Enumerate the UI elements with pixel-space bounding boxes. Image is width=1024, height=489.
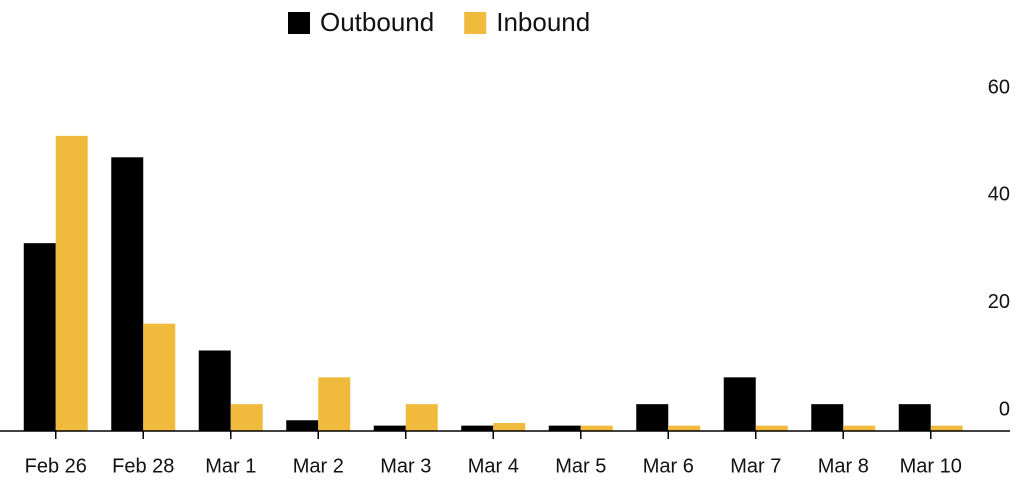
bar [405, 404, 438, 431]
y-tick-label: 0 [999, 398, 1010, 420]
x-tick-label: Mar 6 [643, 455, 694, 477]
legend-label: Outbound [320, 7, 434, 37]
bar [461, 425, 494, 431]
bar [723, 377, 756, 431]
y-tick-label: 60 [988, 76, 1010, 98]
bar [668, 425, 701, 431]
bar [373, 425, 406, 431]
legend-swatch [464, 12, 487, 34]
legend-label: Inbound [496, 7, 590, 37]
bar [580, 425, 613, 431]
x-tick-label: Feb 26 [25, 455, 87, 477]
x-tick-label: Feb 28 [112, 455, 174, 477]
bar [843, 425, 876, 431]
x-tick-label: Mar 4 [468, 455, 519, 477]
bar [811, 404, 844, 431]
x-tick-label: Mar 1 [205, 455, 256, 477]
bar [898, 404, 931, 431]
x-tick-label: Mar 3 [380, 455, 431, 477]
x-tick-label: Mar 10 [900, 455, 962, 477]
bar [755, 425, 788, 431]
x-tick-label: Mar 7 [730, 455, 781, 477]
y-tick-label: 20 [988, 291, 1010, 313]
y-tick-label: 40 [988, 184, 1010, 206]
bar [198, 350, 231, 431]
legend-swatch [288, 12, 310, 34]
bar [636, 404, 669, 431]
bar [286, 420, 319, 431]
x-tick-label: Mar 5 [555, 455, 606, 477]
bar [143, 323, 176, 431]
bar [930, 425, 963, 431]
bar [111, 157, 144, 432]
bar [55, 135, 88, 432]
bar [230, 404, 263, 431]
x-tick-label: Mar 2 [293, 455, 344, 477]
x-tick-label: Mar 8 [818, 455, 869, 477]
bar [548, 425, 581, 431]
bar [23, 243, 56, 431]
bar [318, 377, 351, 431]
bar [493, 422, 526, 431]
